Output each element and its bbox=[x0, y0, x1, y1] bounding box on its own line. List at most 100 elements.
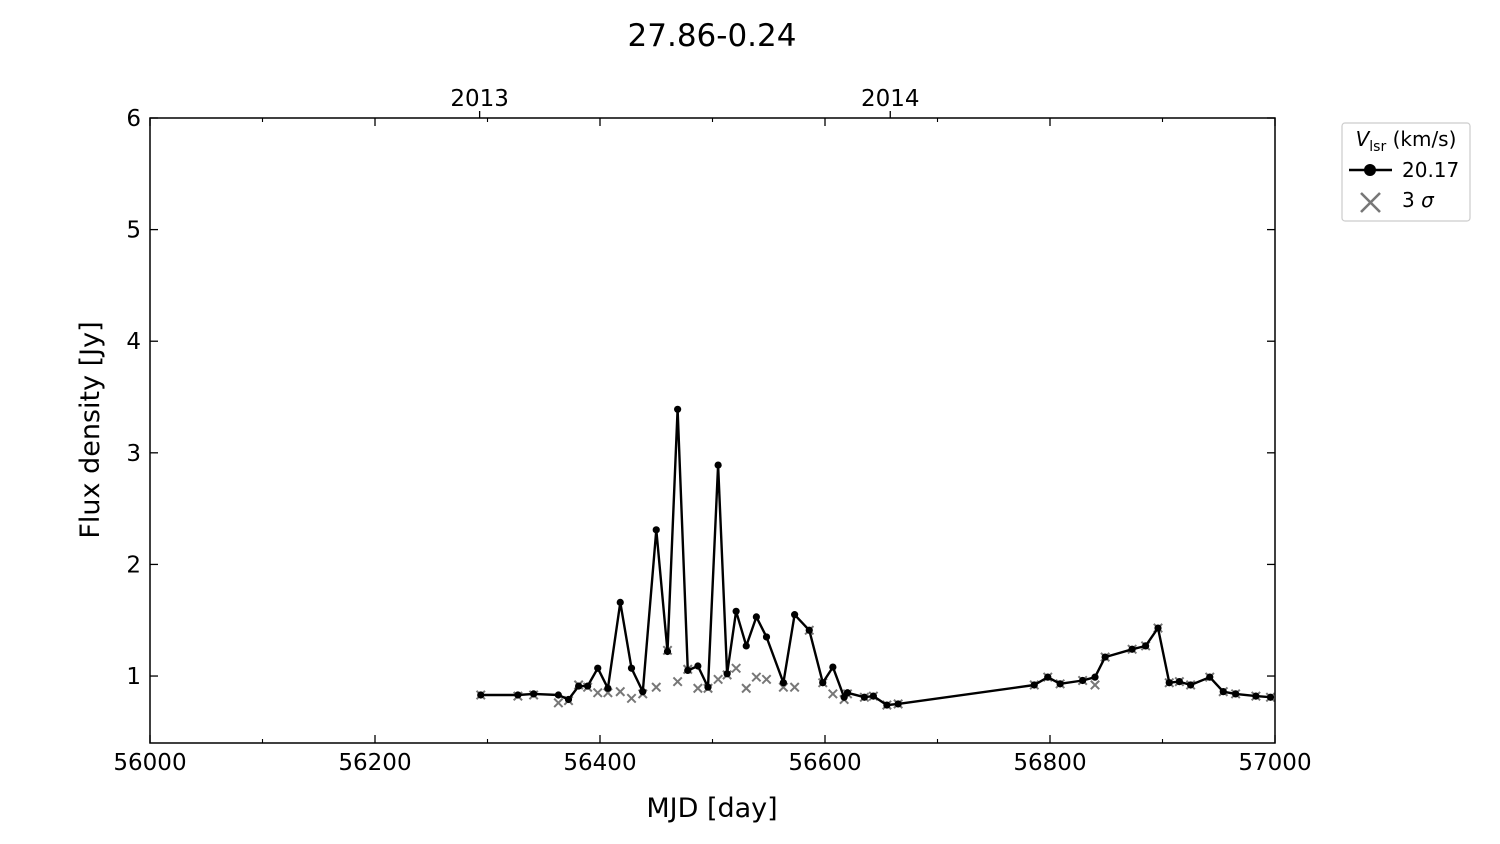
data-point-38 bbox=[1079, 676, 1087, 685]
y-tick-label-3: 3 bbox=[126, 441, 141, 467]
legend-title: Vlsr (km/s) bbox=[1356, 127, 1457, 155]
x-tick-label-56600: 56600 bbox=[788, 750, 861, 776]
year-label-2014: 2014 bbox=[861, 86, 920, 112]
data-point-31 bbox=[860, 693, 868, 701]
legend-label-20-17: 20.17 bbox=[1402, 158, 1459, 182]
data-point-35 bbox=[1030, 681, 1038, 689]
x-tick-label-56000: 56000 bbox=[113, 750, 186, 776]
y-axis-ticks: 1 2 3 4 5 6 bbox=[126, 106, 1275, 690]
data-point-20 bbox=[732, 607, 740, 615]
data-point-34 bbox=[894, 700, 902, 708]
data-point-9 bbox=[616, 598, 624, 606]
data-point-33 bbox=[883, 701, 891, 709]
legend-dot-marker bbox=[1364, 164, 1376, 176]
data-point-42 bbox=[1142, 642, 1150, 650]
sigma-point-22 bbox=[751, 672, 762, 683]
data-point-7 bbox=[594, 664, 602, 672]
data-point-23 bbox=[762, 633, 771, 641]
data-point-44 bbox=[1165, 679, 1173, 687]
data-point-24 bbox=[779, 679, 787, 687]
data-point-16 bbox=[694, 662, 702, 670]
sigma-point-39 bbox=[1090, 680, 1100, 690]
data-point-28 bbox=[829, 663, 837, 671]
sigma-point-18 bbox=[713, 674, 724, 685]
x-tick-label-57000: 57000 bbox=[1238, 750, 1311, 776]
sigma-point-10 bbox=[626, 693, 637, 704]
data-point-8 bbox=[604, 684, 612, 692]
data-point-45 bbox=[1175, 678, 1183, 686]
data-point-48 bbox=[1219, 688, 1227, 696]
data-point-14 bbox=[674, 405, 682, 413]
data-point-15 bbox=[684, 666, 692, 675]
sigma-point-16 bbox=[692, 683, 703, 694]
data-point-6 bbox=[584, 682, 592, 690]
legend: Vlsr (km/s) 20.17 3 σ bbox=[1341, 122, 1471, 222]
data-point-27 bbox=[819, 679, 827, 687]
data-point-0 bbox=[477, 691, 485, 699]
y-tick-label-2: 2 bbox=[126, 552, 141, 578]
data-point-21 bbox=[742, 642, 750, 650]
data-point-43 bbox=[1154, 624, 1162, 632]
legend-label-3-sigma-prefix: 3 bbox=[1402, 188, 1421, 212]
data-point-51 bbox=[1266, 693, 1275, 701]
data-point-3 bbox=[554, 691, 562, 699]
data-point-19 bbox=[723, 670, 731, 678]
legend-title-symbol: V bbox=[1356, 127, 1371, 151]
data-point-11 bbox=[639, 688, 647, 696]
legend-label-3-sigma: 3 σ bbox=[1402, 188, 1435, 212]
legend-x-marker bbox=[1360, 192, 1381, 213]
legend-title-subscript: lsr bbox=[1369, 139, 1386, 155]
x-tick-label-56800: 56800 bbox=[1013, 750, 1086, 776]
top-axis-year-ticks: 2013 2014 bbox=[450, 86, 920, 118]
sigma-point-25 bbox=[789, 682, 800, 693]
data-point-1 bbox=[514, 691, 522, 699]
data-point-46 bbox=[1187, 681, 1195, 689]
x-tick-label-56400: 56400 bbox=[563, 750, 636, 776]
sigma-point-7 bbox=[592, 687, 603, 698]
data-point-49 bbox=[1232, 690, 1240, 698]
data-point-47 bbox=[1206, 673, 1214, 681]
data-point-36 bbox=[1044, 673, 1052, 681]
data-point-32 bbox=[869, 692, 877, 700]
x-axis-title: MJD [day] bbox=[646, 793, 777, 824]
sigma-point-28 bbox=[827, 688, 838, 699]
data-point-22 bbox=[752, 613, 760, 621]
y-axis-title: Flux density [Jy] bbox=[75, 321, 106, 538]
sigma-point-21 bbox=[741, 683, 752, 694]
sigma-point-3 bbox=[553, 697, 564, 708]
sigma-point-14 bbox=[672, 676, 683, 687]
data-point-39 bbox=[1091, 673, 1099, 681]
data-point-40 bbox=[1101, 653, 1109, 661]
data-point-13 bbox=[663, 647, 672, 656]
data-point-12 bbox=[652, 526, 660, 534]
legend-title-unit: (km/s) bbox=[1386, 127, 1456, 151]
data-point-17 bbox=[704, 683, 712, 691]
sigma-point-12 bbox=[651, 682, 662, 693]
data-point-10 bbox=[627, 664, 636, 672]
data-point-37 bbox=[1056, 680, 1064, 688]
y-tick-label-6: 6 bbox=[126, 106, 141, 132]
y-tick-label-1: 1 bbox=[126, 664, 141, 690]
series-20-17-line bbox=[480, 408, 1271, 707]
y-tick-label-4: 4 bbox=[126, 329, 141, 355]
data-point-26 bbox=[805, 626, 813, 634]
sigma-point-9 bbox=[615, 686, 626, 697]
x-axis-ticks: 56000 56200 56400 56600 56800 57000 bbox=[113, 118, 1312, 776]
data-point-5 bbox=[575, 682, 583, 690]
data-point-50 bbox=[1252, 692, 1260, 700]
data-point-18 bbox=[714, 461, 722, 469]
sigma-point-23 bbox=[761, 674, 772, 685]
series-20-17 bbox=[477, 405, 1275, 709]
legend-label-3-sigma-symbol: σ bbox=[1421, 188, 1435, 212]
y-tick-label-5: 5 bbox=[126, 218, 141, 244]
x-minor-ticks bbox=[261, 118, 1164, 743]
data-point-25 bbox=[791, 611, 799, 619]
year-label-2013: 2013 bbox=[450, 86, 509, 112]
chart-title: 27.86-0.24 bbox=[628, 18, 797, 54]
data-point-2 bbox=[530, 690, 538, 698]
legend-box bbox=[1341, 122, 1471, 222]
data-point-4 bbox=[564, 695, 573, 704]
plot-frame bbox=[149, 117, 1276, 744]
x-tick-label-56200: 56200 bbox=[338, 750, 411, 776]
